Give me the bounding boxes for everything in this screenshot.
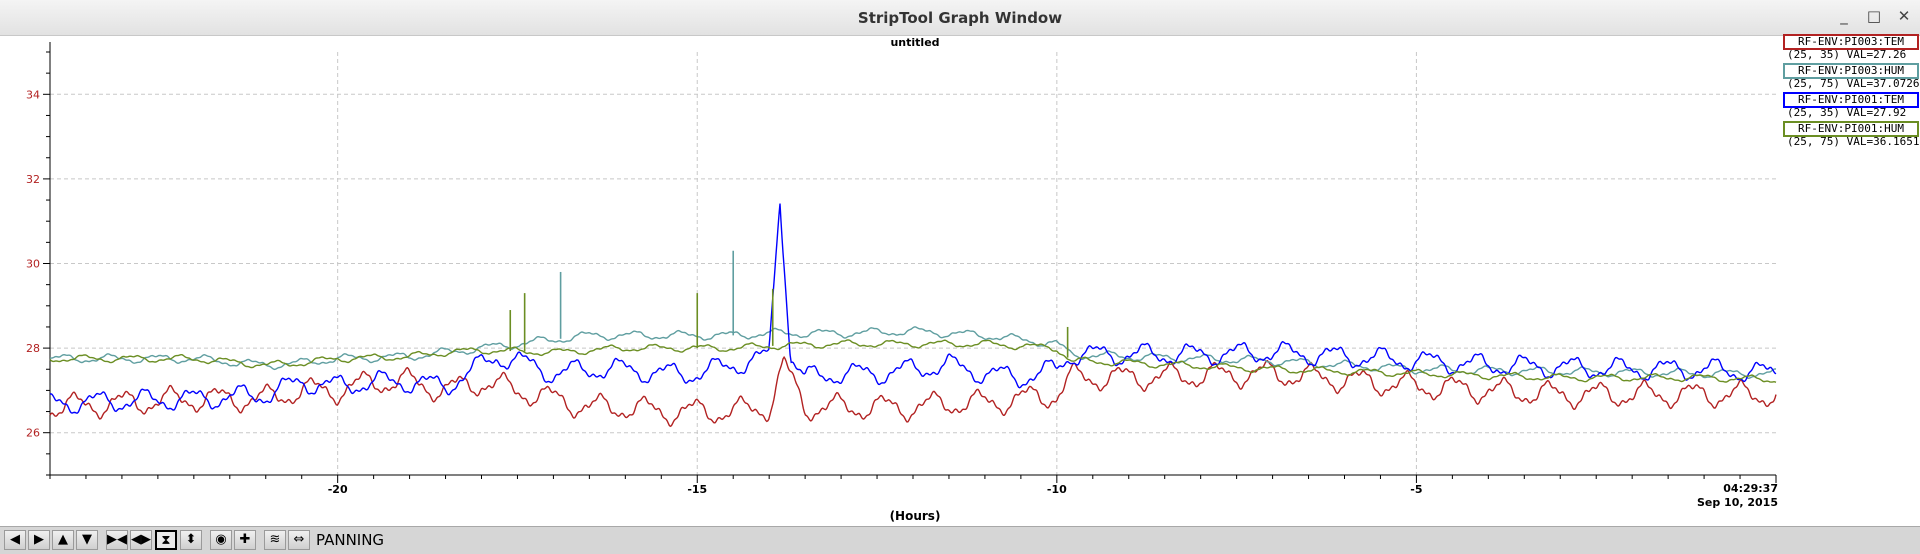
y-tick-label: 34 [26, 88, 40, 101]
strip-chart[interactable]: 26 28 30 32 34 -20 -15 -10 -5 [0, 35, 1780, 515]
close-button[interactable]: ✕ [1897, 7, 1911, 25]
window-title: StripTool Graph Window [857, 9, 1063, 27]
pan-up-button[interactable]: ▲ [52, 530, 74, 550]
series-line [49, 339, 1777, 383]
legend-item-name[interactable]: RF-ENV:PI001:TEM [1783, 92, 1919, 108]
x-tick-label: -15 [687, 483, 707, 496]
legend: RF-ENV:PI003:TEM (25, 35) VAL=27.26 RF-E… [1781, 34, 1920, 150]
legend-item-name[interactable]: RF-ENV:PI003:TEM [1783, 34, 1919, 50]
x-axis-label: (Hours) [889, 509, 941, 523]
mode-label: PANNING [316, 531, 385, 549]
time-readout-time: 04:29:37 [1723, 482, 1778, 495]
legend-item-value: (25, 35) VAL=27.26 [1787, 48, 1907, 61]
y-tick-label: 30 [26, 258, 40, 271]
zoom-out-y-button[interactable]: ⬍ [180, 530, 202, 550]
minimize-button[interactable]: _ [1840, 7, 1848, 25]
x-tick-label: -10 [1047, 483, 1067, 496]
legend-item-name[interactable]: RF-ENV:PI001:HUM [1783, 121, 1919, 137]
toolbar: ◀ ▶ ▲ ▼ ▶◀ ◀▶ ⧗ ⬍ ◉ ✚ ≋ ⇔ PANNING [0, 526, 1920, 554]
legend-item[interactable]: RF-ENV:PI001:HUM (25, 75) VAL=36.1651 [1781, 121, 1920, 150]
y-tick-label: 26 [26, 427, 40, 440]
legend-item[interactable]: RF-ENV:PI001:TEM (25, 35) VAL=27.92 [1781, 92, 1920, 121]
x-tick-label: -5 [1410, 483, 1422, 496]
y-tick-label: 28 [26, 342, 40, 355]
pan-left-button[interactable]: ◀ [4, 530, 26, 550]
series-line [49, 326, 1777, 380]
legend-item[interactable]: RF-ENV:PI003:HUM (25, 75) VAL=37.0726 [1781, 63, 1920, 92]
series-line [49, 203, 1777, 414]
maximize-button[interactable]: □ [1866, 7, 1882, 25]
x-tick-label: -20 [328, 483, 348, 496]
y-tick-label: 32 [26, 173, 40, 186]
time-readout: 04:29:37 Sep 10, 2015 [1680, 482, 1778, 510]
reset-button[interactable]: ✚ [234, 530, 256, 550]
legend-item-name[interactable]: RF-ENV:PI003:HUM [1783, 63, 1919, 79]
window-titlebar: StripTool Graph Window _ □ ✕ [0, 0, 1920, 36]
zoom-out-x-button[interactable]: ◀▶ [130, 530, 152, 550]
legend-item[interactable]: RF-ENV:PI003:TEM (25, 35) VAL=27.26 [1781, 34, 1920, 63]
time-readout-date: Sep 10, 2015 [1696, 496, 1778, 509]
pan-down-button[interactable]: ▼ [76, 530, 98, 550]
graph-title: untitled [890, 36, 940, 49]
legend-item-value: (25, 75) VAL=36.1651 [1787, 135, 1920, 148]
pan-right-button[interactable]: ▶ [28, 530, 50, 550]
legend-item-value: (25, 75) VAL=37.0726 [1787, 77, 1920, 90]
pan-mode-button[interactable]: ⇔ [288, 530, 310, 550]
legend-item-value: (25, 35) VAL=27.92 [1787, 106, 1907, 119]
zoom-in-x-button[interactable]: ▶◀ [106, 530, 128, 550]
toggle-refresh-button[interactable]: ≋ [264, 530, 286, 550]
series-line [49, 355, 1777, 428]
zoom-in-y-button[interactable]: ⧗ [155, 530, 177, 550]
auto-scale-button[interactable]: ◉ [210, 530, 232, 550]
